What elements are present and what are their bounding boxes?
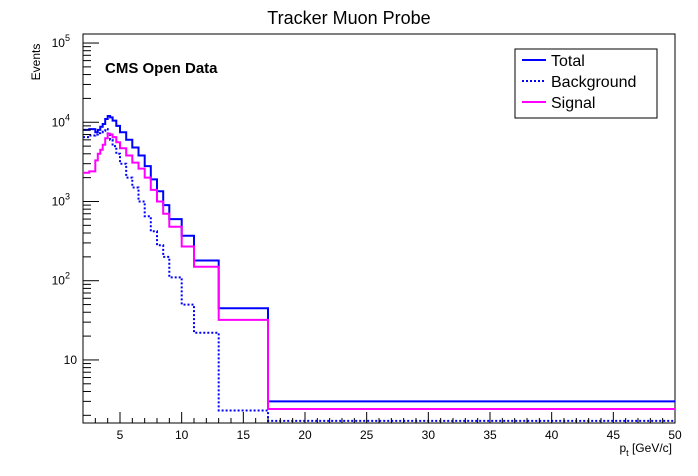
x-tick-label: 50: [668, 428, 682, 442]
y-tick-label: 104: [52, 112, 70, 129]
series-background: [83, 128, 675, 422]
y-tick-label: 103: [52, 191, 70, 208]
x-tick-label: 5: [117, 428, 124, 442]
x-tick-label: 20: [298, 428, 312, 442]
x-axis: 5 10 15 20 25 30 35 40 45 50: [82, 412, 682, 442]
series-layer: [83, 115, 675, 422]
y-axis-label: Events: [29, 44, 43, 81]
legend: Total Background Signal: [514, 48, 658, 119]
x-tick-label: 25: [360, 428, 374, 442]
cms-open-data-annotation: CMS Open Data: [105, 60, 218, 77]
x-tick-label: 10: [175, 428, 189, 442]
legend-label-background: Background: [551, 74, 636, 91]
y-tick-label: 10: [64, 353, 78, 367]
x-tick-label: 35: [483, 428, 497, 442]
y-axis: 10 102 103 104 105: [52, 33, 99, 416]
chart-title: Tracker Muon Probe: [267, 8, 430, 28]
x-tick-label: 45: [607, 428, 621, 442]
x-tick-label: 15: [237, 428, 251, 442]
x-axis-label: pt [GeV/c]: [619, 441, 672, 458]
y-tick-label: 102: [52, 271, 70, 288]
series-total: [83, 115, 675, 403]
x-tick-label: 30: [422, 428, 436, 442]
legend-label-signal: Signal: [551, 95, 595, 112]
y-tick-label: 105: [52, 33, 70, 50]
series-signal: [83, 132, 675, 410]
x-tick-label: 40: [545, 428, 559, 442]
legend-label-total: Total: [551, 53, 585, 70]
